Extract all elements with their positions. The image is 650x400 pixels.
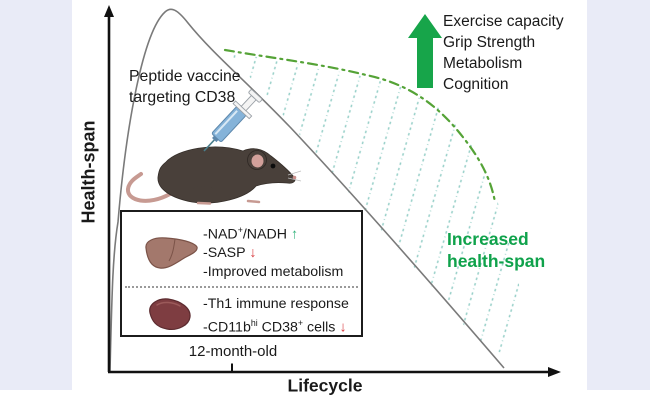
up-arrow-icon: ↑ — [290, 226, 299, 243]
mouse-icon — [126, 146, 302, 205]
mouse-ear-inner — [251, 154, 264, 168]
spleen-findings: -Th1 immune response -CD11bhi CD38+ cell… — [203, 295, 349, 337]
increased-healthspan-line1: Increased — [447, 229, 529, 249]
x-axis-label: Lifecycle — [287, 375, 363, 396]
baseline-healthspan-curve — [109, 8, 505, 372]
benefits-list: Exercise capacity Grip Strength Metaboli… — [443, 11, 564, 95]
finding-th1: -Th1 immune response — [203, 296, 349, 312]
spleen-icon — [149, 298, 191, 330]
syringe-thumb-pad — [248, 89, 263, 103]
background-panel-right — [587, 0, 650, 390]
benefits-up-arrow-icon — [408, 14, 442, 88]
increased-healthspan-label: Increased health-span — [447, 228, 545, 272]
liver-icon — [145, 237, 198, 269]
background-panel-left — [0, 0, 72, 390]
down-arrow-icon: ↓ — [249, 245, 257, 262]
syringe-needle — [203, 138, 217, 152]
liver-findings: -NAD+/NADH ↑ -SASP ↓ -Improved metabolis… — [203, 221, 343, 281]
mouse-front-foot — [246, 199, 261, 204]
syringe-hub — [212, 135, 220, 143]
finding-cd11b-cd38: -CD11bhi CD38+ cells ↓ — [203, 317, 347, 336]
vaccine-annotation-line1: Peptide vaccine — [129, 68, 241, 85]
y-axis-arrowhead-icon — [104, 5, 114, 17]
outcome-box: -NAD+/NADH ↑ -SASP ↓ -Improved metabolis… — [120, 210, 363, 337]
benefit-item-cognition: Cognition — [443, 76, 509, 93]
improved-healthspan-curve — [223, 48, 497, 204]
mouse-hind-foot — [196, 201, 212, 205]
x-tick-label-12-month-old: 12-month-old — [188, 343, 278, 360]
increased-healthspan-line2: health-span — [447, 251, 546, 271]
box-dotted-divider — [125, 286, 358, 288]
down-arrow-icon: ↓ — [339, 319, 347, 336]
mouse-nose — [292, 175, 297, 180]
syringe-icon — [203, 89, 263, 152]
benefit-item-metabolism: Metabolism — [443, 55, 523, 72]
finding-nad-nadh: -NAD+/NADH ↑ — [203, 225, 299, 243]
y-axis-label: Health-span — [78, 120, 99, 224]
vaccine-annotation-line2: targeting CD38 — [129, 89, 236, 106]
finding-sasp: -SASP ↓ — [203, 245, 257, 262]
mouse-tail — [126, 172, 172, 203]
mouse-body — [157, 146, 296, 204]
benefit-item-exercise: Exercise capacity — [443, 13, 564, 30]
benefit-item-grip: Grip Strength — [443, 34, 536, 51]
vaccine-annotation: Peptide vaccine targeting CD38 — [129, 66, 241, 108]
mouse-eye — [270, 163, 276, 169]
mouse-whiskers — [287, 170, 302, 182]
mouse-hind-leg — [189, 186, 217, 202]
syringe-barrel — [211, 106, 246, 142]
finding-metabolism: -Improved metabolism — [203, 263, 344, 280]
x-axis-arrowhead-icon — [548, 367, 561, 377]
syringe-barrel-shine — [214, 110, 238, 135]
